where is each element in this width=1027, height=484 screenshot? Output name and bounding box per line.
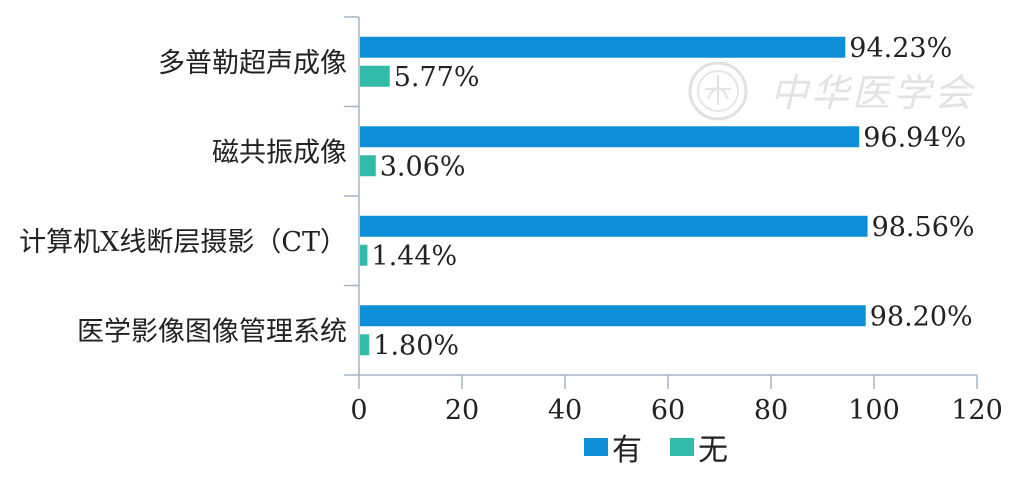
x-tick-label: 100 (848, 395, 900, 426)
legend: 有无 (584, 433, 728, 468)
x-tick-label: 20 (445, 395, 479, 426)
x-tick-label: 40 (548, 395, 582, 426)
x-tick-label: 80 (754, 395, 788, 426)
x-tick-label: 60 (651, 395, 685, 426)
bar (360, 244, 368, 266)
x-tick-label: 0 (350, 395, 367, 426)
data-labels: 94.23% 5.77% 96.94% 3.06% 98.56% 1.44% 98.20% 1… (371, 33, 974, 362)
data-label: 3.06% (380, 151, 466, 182)
legend-label: 有 (612, 433, 642, 468)
bar (360, 126, 860, 148)
bar (360, 334, 370, 356)
legend-swatch (670, 438, 694, 456)
category-label: 多普勒超声成像 (158, 48, 347, 79)
bar (360, 155, 376, 177)
watermark-text: 中华医学会 (770, 71, 976, 115)
category-label: 磁共振成像 (212, 137, 347, 168)
category-label: 医学影像图像管理系统 (77, 316, 347, 347)
data-label: 1.80% (373, 330, 459, 361)
bars (360, 36, 868, 356)
bar (360, 65, 390, 87)
legend-label: 无 (698, 433, 728, 468)
data-label: 1.44% (371, 241, 457, 272)
data-label: 5.77% (394, 62, 480, 93)
axes: 0 20 40 60 80 100 120 多普勒超声成像磁共振成像计算机X线断层摄影（CT）… (19, 16, 1003, 426)
data-label: 94.23% (849, 33, 952, 64)
bar (360, 36, 846, 58)
bar (360, 305, 866, 327)
watermark: 中华医学会 (688, 61, 976, 121)
data-label: 98.56% (872, 212, 975, 243)
x-tick-label: 120 (951, 395, 1003, 426)
data-label: 96.94% (863, 122, 966, 153)
category-label: 计算机X线断层摄影（CT） (19, 227, 347, 258)
legend-swatch (584, 438, 608, 456)
data-label: 98.20% (870, 301, 973, 332)
seal-logo (688, 61, 748, 121)
bar (360, 215, 868, 237)
